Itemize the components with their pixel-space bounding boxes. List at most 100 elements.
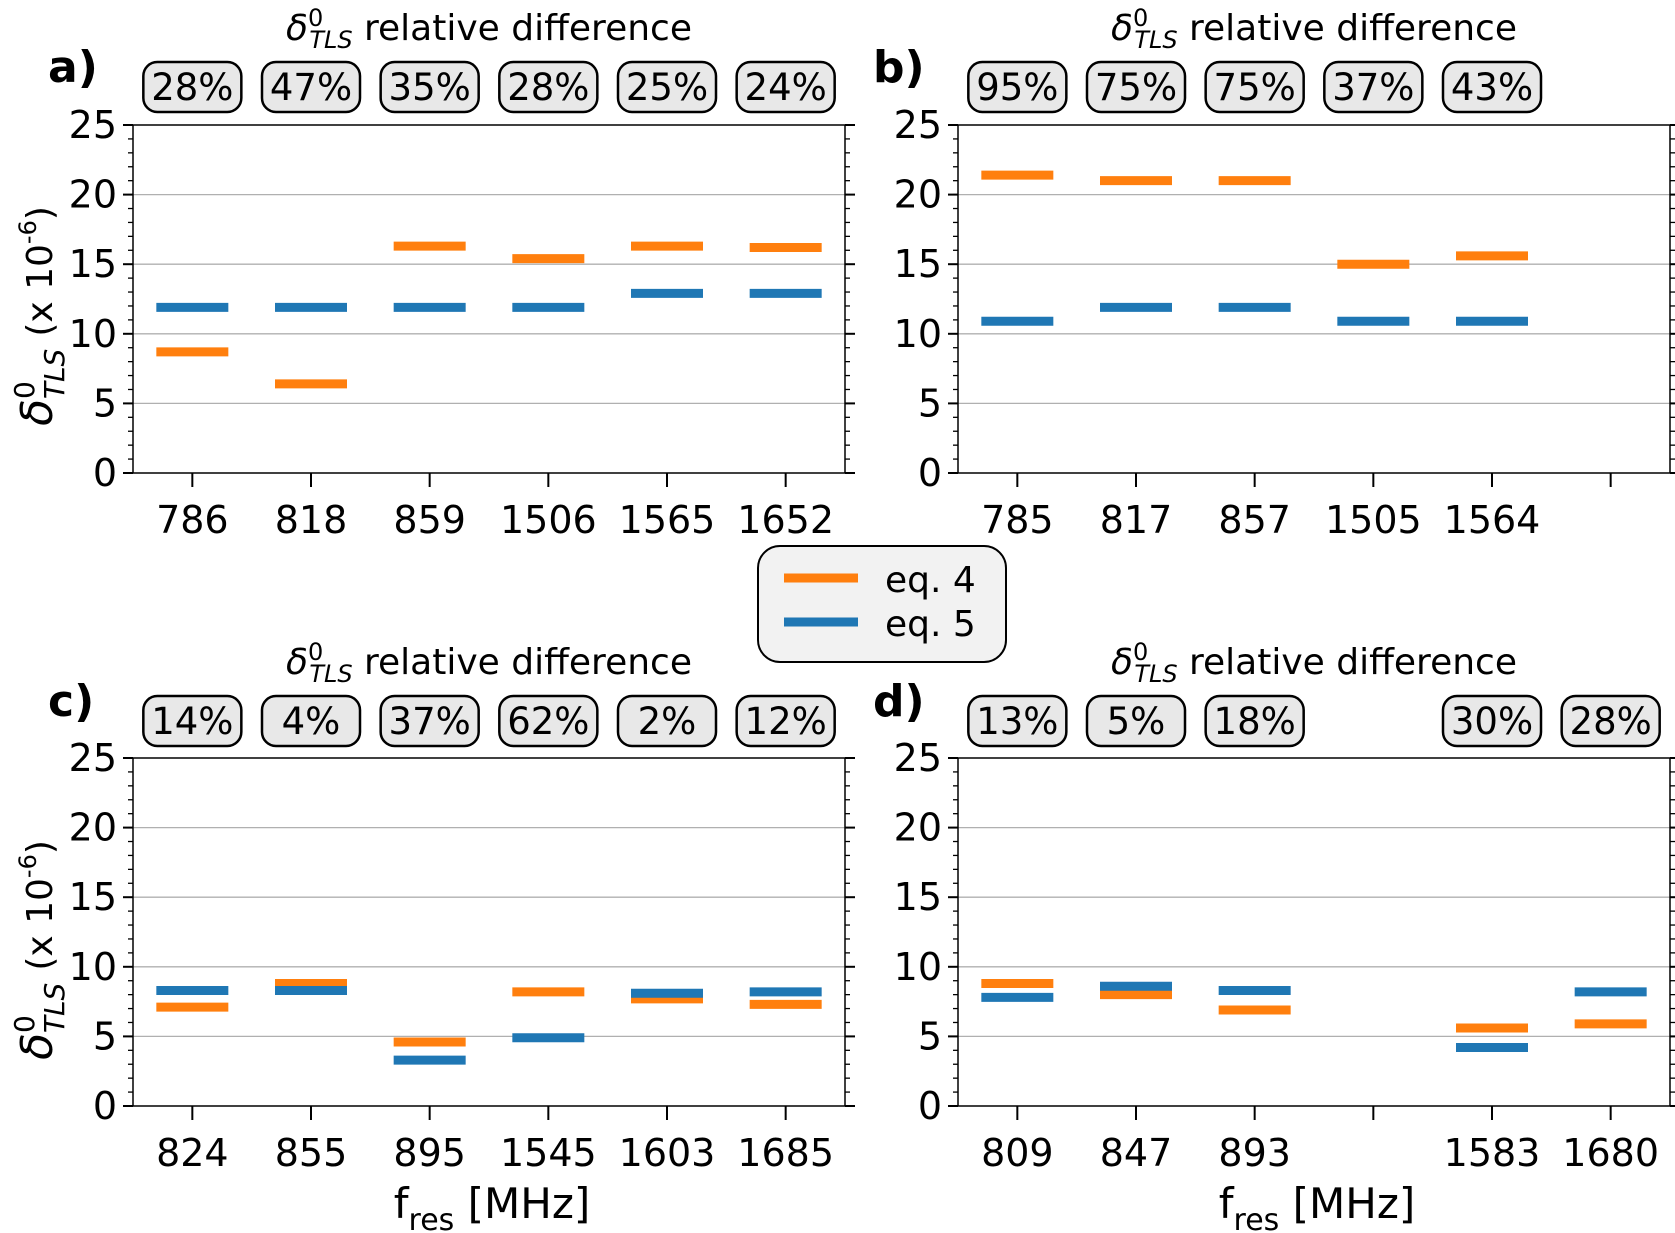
relative-difference-value: 4% [282,700,341,743]
xlabel-main: f [1219,1179,1235,1228]
y-tick-label: 10 [69,945,117,989]
title-rest: relative difference [353,642,692,683]
relative-difference-badge [1560,694,1661,748]
y-tick-label: 0 [93,451,117,495]
relative-difference-badge [1323,60,1424,114]
x-tick-label: 1603 [619,1131,716,1175]
panel-letter: d) [873,676,925,727]
title-sup: 0 [1133,638,1148,666]
relative-difference-badge [379,694,480,748]
relative-difference-badge [260,694,362,748]
axes-frame [957,757,1671,1107]
y-tick-label: 15 [69,875,117,919]
panel-letter: a) [48,42,98,93]
relative-difference-value: 95% [976,66,1058,109]
ylabel-symbol: δ [12,399,63,426]
x-tick-label: 785 [981,498,1054,542]
relative-difference-value: 18% [1214,700,1296,743]
title-sup: 0 [1133,4,1148,32]
x-tick-label: 1564 [1444,498,1541,542]
title-sup: 0 [308,4,323,32]
y-tick-label: 20 [69,806,117,850]
y-tick-label: 5 [918,381,942,425]
title-symbol: δ [286,642,308,683]
title-sub: TLS [309,26,352,54]
x-tick-label: 817 [1100,498,1173,542]
relative-difference-value: 37% [1332,66,1414,109]
relative-difference-badge [142,694,243,748]
ylabel-unit-close: ) [20,840,61,854]
x-tick-label: 893 [1218,1131,1291,1175]
relative-difference-value: 28% [151,66,233,109]
panel-title: δ0 TLS relative difference [1111,638,1517,688]
xlabel-main: f [394,1179,410,1228]
x-tick-label: 857 [1218,498,1291,542]
relative-difference-value: 28% [1570,700,1652,743]
y-axis-label-bottom: δ0TLS (x 10-6) [8,840,71,1060]
relative-difference-badge [967,60,1068,114]
relative-difference-badge [1085,60,1187,114]
svg-text:δ0TLS(x 10-6): δ0TLS (x 10-6) [8,840,71,1060]
y-tick-label: 5 [93,381,117,425]
xlabel-unit: [MHz] [454,1179,590,1228]
title-rest: relative difference [1178,642,1517,683]
ylabel-sub: TLS [38,983,71,1033]
relative-difference-value: 37% [389,700,471,743]
y-tick-label: 15 [69,242,117,286]
x-tick-label: 847 [1100,1131,1173,1175]
y-tick-label: 25 [69,103,117,147]
x-tick-label: 1583 [1444,1131,1541,1175]
title-symbol: δ [286,8,308,49]
relative-difference-value: 35% [389,66,471,109]
ylabel-symbol: δ [12,1033,63,1060]
panel-a: 0 5 10 15 20 25 786 818 859 1506 1565 1652 28% 47% 35%… [48,4,855,542]
y-tick-label: 0 [918,1084,942,1128]
y-tick-label: 10 [894,945,942,989]
ylabel-sub: TLS [38,349,71,399]
relative-difference-badge [1441,694,1543,748]
relative-difference-value: 24% [745,66,827,109]
title-rest: relative difference [1178,8,1517,49]
title-symbol: δ [1111,8,1133,49]
legend: eq. 4 eq. 5 [757,545,1007,663]
relative-difference-badge [735,694,836,748]
relative-difference-value: 5% [1107,700,1166,743]
title-sup: 0 [308,638,323,666]
axes-frame [957,124,1671,474]
ylabel-unit-exp: -6 [14,854,42,878]
legend-label-eq4: eq. 4 [885,560,976,601]
x-tick-label: 895 [393,1131,466,1175]
y-axis-label-top: δ0TLS (x 10-6) [8,206,71,426]
y-tick-label: 25 [894,736,942,780]
y-tick-label: 5 [93,1014,117,1058]
x-axis-label-left: fres [MHz] [394,1179,591,1233]
relative-difference-badge [616,60,718,114]
xlabel-sub: res [409,1203,455,1233]
relative-difference-value: 25% [626,66,708,109]
relative-difference-value: 2% [638,700,697,743]
relative-difference-value: 75% [1095,66,1177,109]
relative-difference-badge [379,60,480,114]
title-symbol: δ [1111,642,1133,683]
x-tick-label: 1545 [500,1131,597,1175]
y-tick-label: 15 [894,875,942,919]
y-tick-label: 20 [894,173,942,217]
x-tick-label: 786 [156,498,229,542]
xlabel-sub: res [1234,1203,1280,1233]
panel-c: 0 5 10 15 20 25 824 855 895 1545 1603 1685 14% 4% 37% 6… [48,638,855,1175]
panel-title: δ0 TLS relative difference [286,4,692,54]
relative-difference-value: 13% [976,700,1058,743]
panel-title: δ0 TLS relative difference [1111,4,1517,54]
y-tick-label: 20 [69,173,117,217]
x-tick-label: 859 [393,498,466,542]
relative-difference-badge [260,60,362,114]
title-sub: TLS [1134,26,1177,54]
axes-frame [132,124,846,474]
relative-difference-value: 62% [507,700,589,743]
x-tick-label: 809 [981,1131,1054,1175]
title-sub: TLS [1134,660,1177,688]
y-tick-label: 0 [918,451,942,495]
x-tick-label: 1652 [737,498,834,542]
relative-difference-value: 75% [1214,66,1296,109]
panel-d: 0 5 10 15 20 25 809 847 893 1583 1680 13% 5% 18% 30% 28… [873,638,1675,1175]
